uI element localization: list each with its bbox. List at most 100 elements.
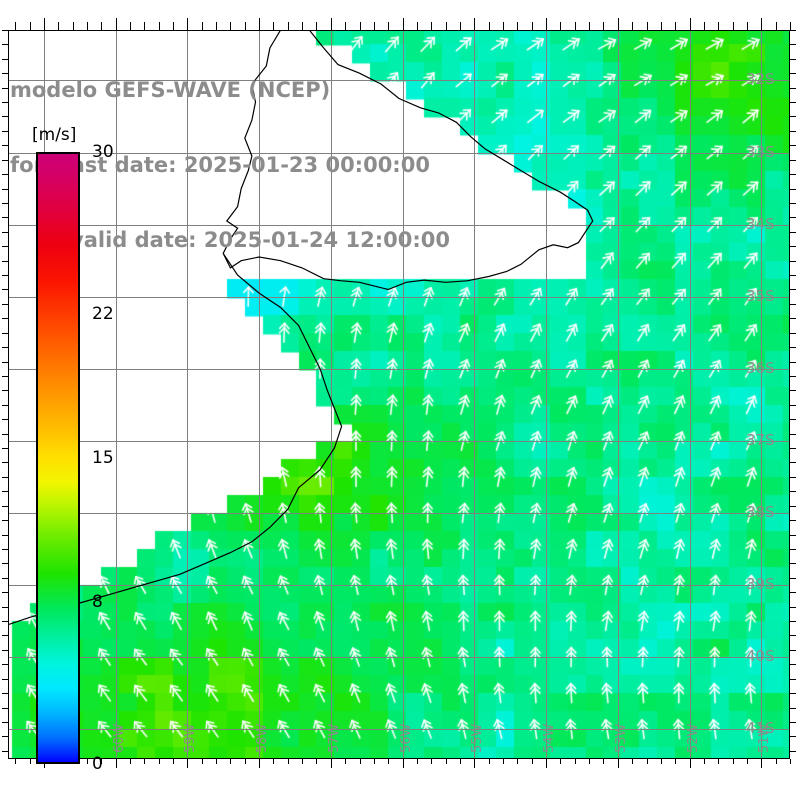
gridline-longitude-56W: [403, 30, 404, 758]
tick-top-lon: [761, 18, 762, 30]
tick-top-lon: [230, 22, 231, 30]
tick-top-lon: [589, 22, 590, 30]
tick-left-lat: [2, 650, 8, 651]
tick-left-lat: [2, 261, 8, 262]
tick-top-lon: [58, 22, 59, 30]
tick-top-lon: [474, 18, 475, 30]
tick-bottom-lon: [704, 759, 705, 764]
tick-top-lon: [489, 22, 490, 30]
gridline-latitude-39S: [8, 585, 790, 586]
valid-date-line: valid date: 2025-01-24 12:00:00: [70, 228, 450, 252]
tick-right-lat: [790, 708, 796, 709]
tick-right-lat: [790, 232, 796, 233]
tick-left-lat: [2, 376, 8, 377]
tick-left-lat: [2, 462, 8, 463]
latitude-label-37S: 37S: [746, 430, 775, 449]
tick-right-lat: [790, 506, 796, 507]
tick-top-lon: [331, 18, 332, 30]
gridline-latitude-37S: [8, 441, 790, 442]
tick-top-lon: [776, 22, 777, 30]
longitude-label-58W: 58W: [255, 723, 271, 753]
tick-left-lat: [2, 390, 8, 391]
tick-left-lat: [2, 722, 8, 723]
tick-left-lat: [2, 88, 8, 89]
map-plot-area[interactable]: [8, 30, 790, 758]
latitude-label-36S: 36S: [746, 358, 775, 377]
tick-top-lon: [790, 22, 791, 30]
tick-top-lon: [30, 22, 31, 30]
tick-top-lon: [360, 22, 361, 30]
longitude-label-60W: 60W: [111, 723, 127, 753]
gridline-longitude-54W: [546, 30, 547, 758]
tick-right-lat: [790, 246, 796, 247]
tick-left-lat: [2, 44, 8, 45]
tick-right-lat: [790, 419, 796, 420]
tick-bottom-lon: [532, 759, 533, 764]
tick-top-lon: [116, 18, 117, 30]
tick-bottom-lon: [331, 759, 332, 768]
tick-right-lat: [790, 304, 796, 305]
tick-right-lat: [790, 635, 796, 636]
tick-top-lon: [245, 22, 246, 30]
forecast-date-line: forecast date: 2025-01-23 00:00:00: [10, 153, 430, 177]
tick-right-lat: [790, 462, 796, 463]
tick-right-lat: [790, 592, 796, 593]
longitude-label-53W: 53W: [613, 723, 629, 753]
tick-right-lat: [790, 73, 796, 74]
tick-top-lon: [632, 22, 633, 30]
tick-bottom-lon: [130, 759, 131, 764]
model-title: modelo GEFS-WAVE (NCEP): [10, 78, 331, 102]
latitude-label-34S: 34S: [746, 214, 775, 233]
tick-right-lat: [790, 203, 796, 204]
tick-left-lat: [2, 145, 8, 146]
tick-top-lon: [216, 22, 217, 30]
tick-left-lat: [2, 217, 8, 218]
tick-left-lat: [2, 160, 8, 161]
longitude-label-52W: 52W: [685, 723, 701, 753]
tick-top-lon: [560, 22, 561, 30]
tick-bottom-lon: [790, 759, 791, 764]
tick-right-lat: [790, 621, 796, 622]
tick-bottom-lon: [259, 759, 260, 768]
gridline-longitude-53W: [618, 30, 619, 758]
tick-top-lon: [675, 22, 676, 30]
tick-left-lat: [2, 289, 8, 290]
tick-bottom-lon: [173, 759, 174, 764]
tick-top-lon: [15, 22, 16, 30]
tick-right-lat: [790, 434, 796, 435]
tick-right-lat: [790, 44, 796, 45]
tick-right-lat: [790, 491, 796, 492]
tick-right-lat: [790, 549, 796, 550]
tick-left-lat: [2, 30, 8, 31]
latitude-label-41S: 41S: [746, 719, 775, 738]
tick-bottom-lon: [417, 759, 418, 764]
tick-bottom-lon: [546, 759, 547, 768]
tick-right-lat: [790, 520, 796, 521]
tick-top-lon: [718, 22, 719, 30]
tick-right-lat: [790, 189, 796, 190]
tick-left-lat: [2, 607, 8, 608]
gridline-latitude-36S: [8, 369, 790, 370]
gridline-longitude-51W: [761, 30, 762, 758]
tick-top-lon: [517, 22, 518, 30]
latitude-label-40S: 40S: [746, 647, 775, 666]
tick-bottom-lon: [87, 759, 88, 764]
gridline-latitude-38S: [8, 513, 790, 514]
tick-bottom-lon: [718, 759, 719, 764]
tick-bottom-lon: [15, 759, 16, 764]
tick-top-lon: [288, 22, 289, 30]
tick-bottom-lon: [446, 759, 447, 764]
tick-right-lat: [790, 275, 796, 276]
tick-top-lon: [159, 22, 160, 30]
tick-left-lat: [2, 347, 8, 348]
tick-top-lon: [403, 18, 404, 30]
tick-right-lat: [790, 30, 796, 31]
tick-left-lat: [2, 405, 8, 406]
tick-top-lon: [546, 18, 547, 30]
tick-right-lat: [790, 131, 796, 132]
tick-left-lat: [2, 246, 8, 247]
tick-top-lon: [690, 18, 691, 30]
colorbar-tick-15: 15: [92, 448, 114, 468]
tick-bottom-lon: [159, 759, 160, 764]
gridline-longitude-55W: [474, 30, 475, 758]
